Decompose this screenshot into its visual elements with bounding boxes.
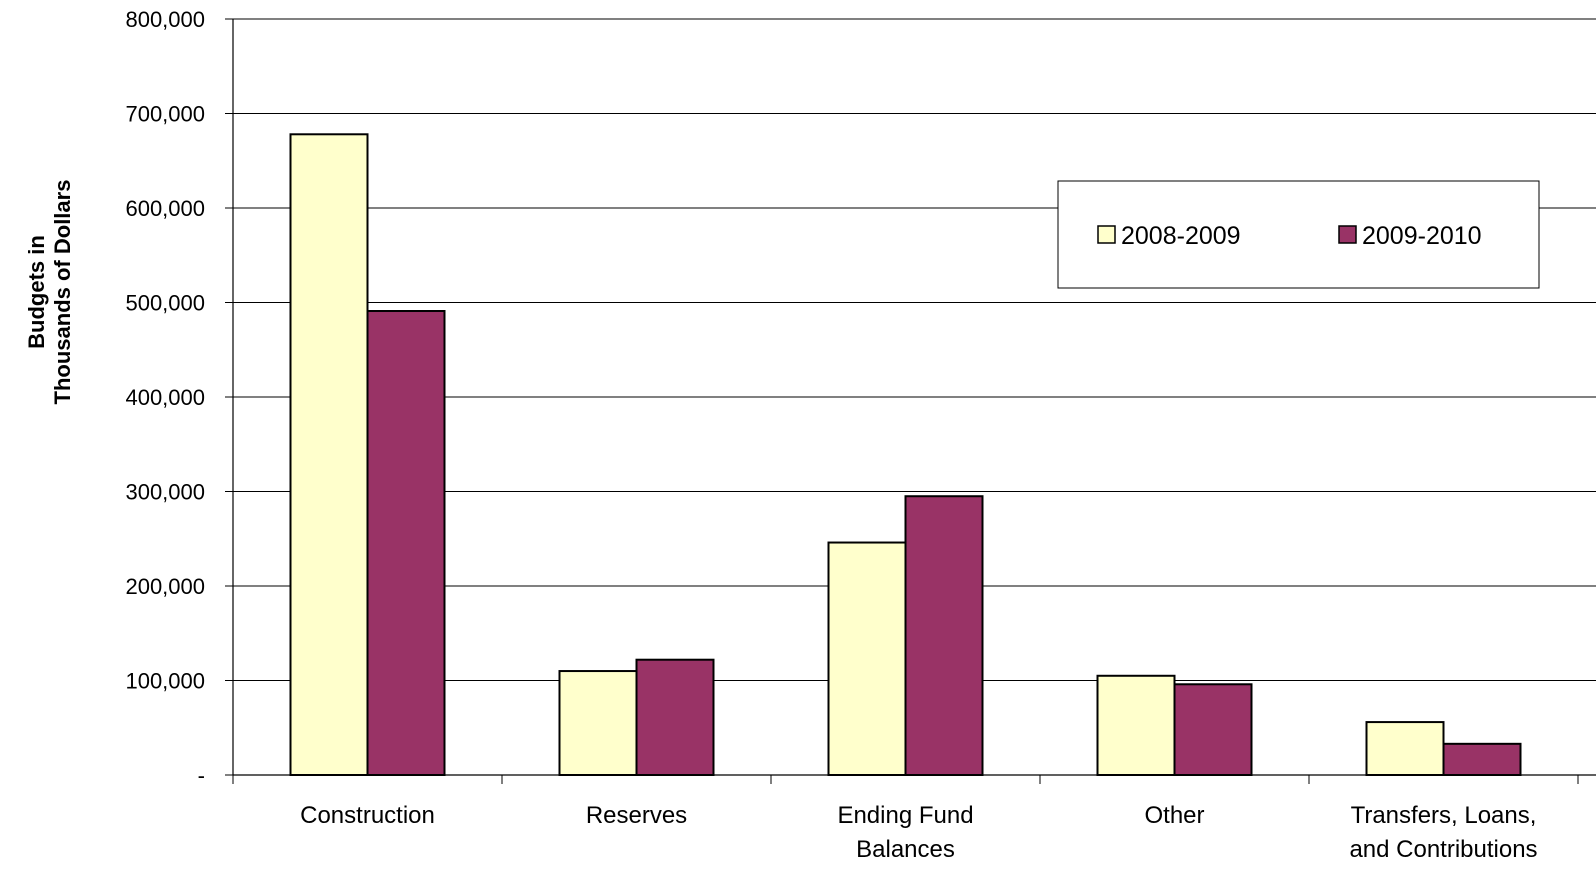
x-tick-label: Reserves bbox=[586, 802, 687, 829]
bar-2008-2009-1 bbox=[558, 670, 638, 776]
x-tick-label: Balances bbox=[856, 836, 955, 863]
y-tick-label: 700,000 bbox=[125, 102, 205, 127]
y-axis-title: Budgets in Thousands of Dollars bbox=[24, 180, 75, 405]
bar-2009-2010-0 bbox=[366, 310, 446, 776]
bar-2008-2009-3 bbox=[1096, 674, 1176, 777]
legend-box bbox=[1057, 180, 1540, 289]
y-tick-label: 300,000 bbox=[125, 480, 205, 505]
bar-2009-2010-4 bbox=[1442, 742, 1522, 777]
bar-2009-2010-1 bbox=[635, 658, 715, 777]
bar-2009-2010-3 bbox=[1173, 683, 1253, 777]
legend-swatch-2009-2010 bbox=[1338, 225, 1357, 244]
bar-2009-2010-2 bbox=[904, 495, 984, 776]
y-tick-label: 100,000 bbox=[125, 669, 205, 694]
bars bbox=[289, 133, 1522, 777]
y-tick-label: 800,000 bbox=[125, 7, 205, 32]
bar-2008-2009-4 bbox=[1365, 721, 1445, 777]
legend-label-2009-2010: 2009-2010 bbox=[1362, 222, 1482, 250]
y-tick-label: - bbox=[198, 763, 205, 788]
x-tick-label: Ending Fund bbox=[837, 802, 973, 829]
axes: - 100,000 200,000 300,000 400,000 500,000 600,… bbox=[125, 7, 1596, 863]
x-tick-label: Transfers, Loans, bbox=[1351, 802, 1537, 829]
x-tick-label: Construction bbox=[300, 802, 435, 829]
x-tick-label: Other bbox=[1144, 802, 1204, 829]
legend-label-2008-2009: 2008-2009 bbox=[1121, 222, 1241, 250]
y-tick-label: 500,000 bbox=[125, 291, 205, 316]
gridlines bbox=[233, 18, 1596, 681]
legend: 2008-2009 2009-2010 bbox=[1057, 180, 1540, 289]
y-tick-label: 600,000 bbox=[125, 196, 205, 221]
bar-2008-2009-2 bbox=[827, 541, 907, 777]
x-tick-label: and Contributions bbox=[1349, 836, 1537, 863]
y-tick-label: 400,000 bbox=[125, 385, 205, 410]
legend-swatch-2008-2009 bbox=[1097, 225, 1116, 244]
y-axis-title-line-1: Budgets in bbox=[24, 235, 49, 349]
bar-2008-2009-0 bbox=[289, 133, 369, 777]
y-axis-title-line-2: Thousands of Dollars bbox=[50, 180, 75, 405]
y-tick-label: 200,000 bbox=[125, 574, 205, 599]
